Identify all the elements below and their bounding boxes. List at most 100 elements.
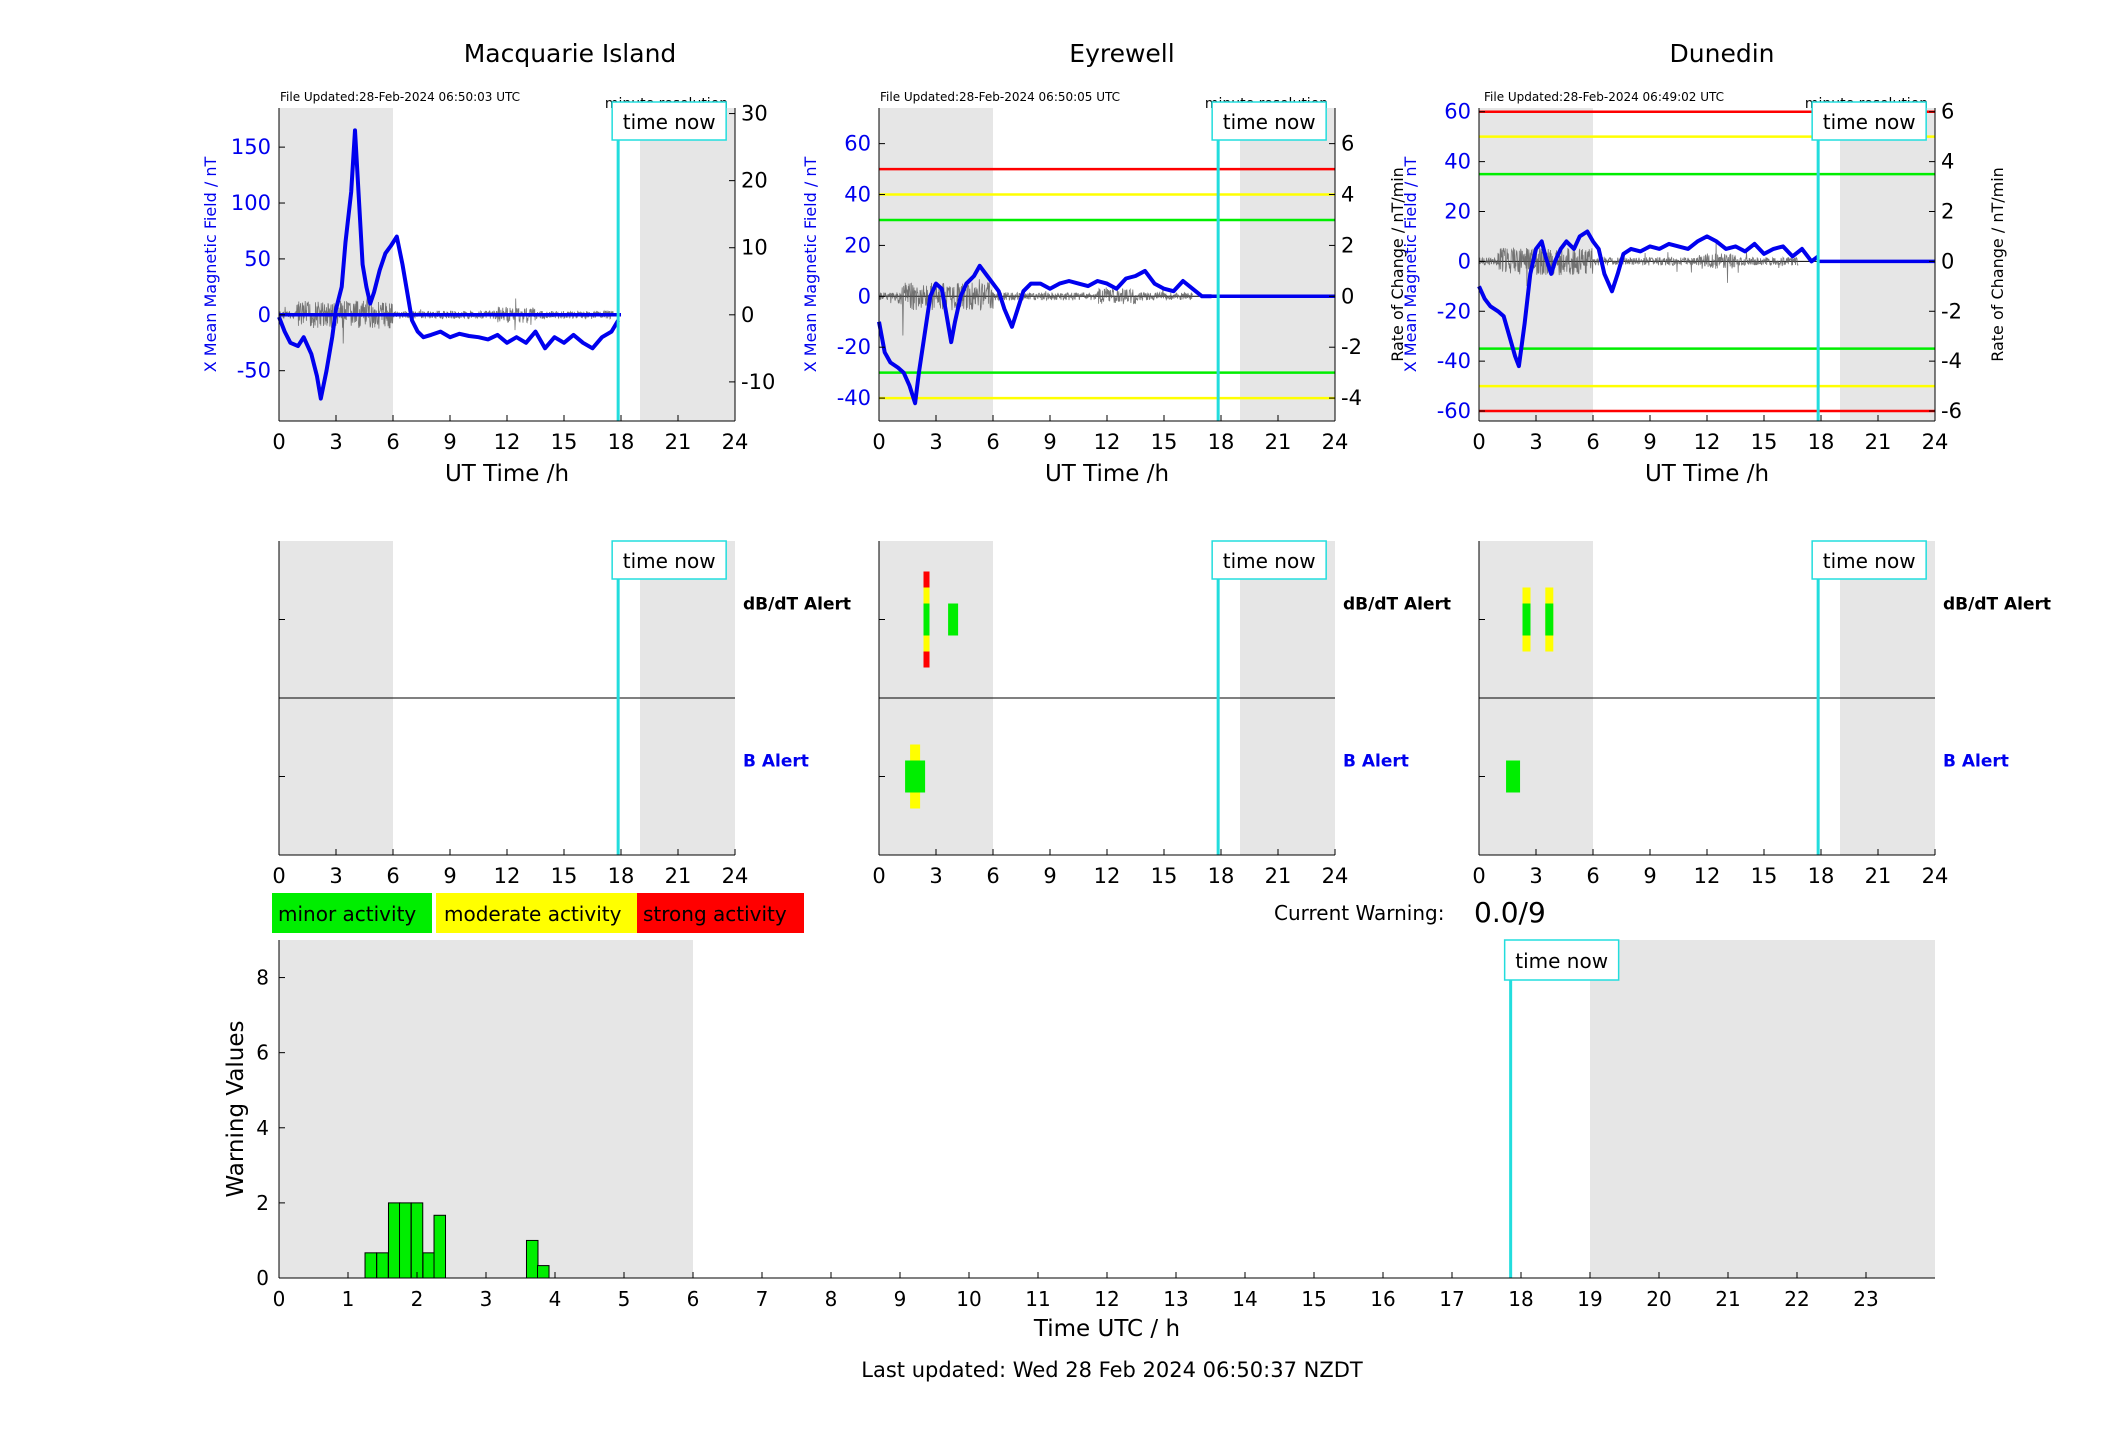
time-now-box (611, 540, 727, 580)
y-axis-label: X Mean Magnetic Field / nT (201, 157, 220, 373)
x-tick-label: 2 (411, 1287, 424, 1311)
dbdt-alert-mark (1545, 603, 1554, 636)
x-tick-label: 24 (722, 430, 749, 454)
x-tick-label: 3 (1529, 430, 1542, 454)
y-tick-label: 150 (231, 135, 271, 159)
x-tick-label: 24 (722, 864, 749, 888)
y-tick-label: 40 (844, 183, 871, 207)
time-now-box (1811, 540, 1927, 580)
x-tick-label: 9 (1643, 430, 1656, 454)
x-tick-label: 9 (894, 1287, 907, 1311)
warning-bar (376, 1252, 389, 1279)
y-tick-label: -20 (1437, 299, 1471, 323)
x-tick-label: 24 (1922, 864, 1949, 888)
y2-tick-label: 6 (1941, 100, 1954, 124)
x-tick-label: 9 (1043, 430, 1056, 454)
warning-bar (433, 1214, 447, 1279)
x-tick-label: 12 (1094, 1287, 1119, 1311)
time-now-box (1503, 939, 1620, 981)
x-tick-label: 12 (1694, 864, 1721, 888)
y-tick-label: 4 (256, 1116, 269, 1140)
y-axis-label: X Mean Magnetic Field / nT (1401, 157, 1420, 373)
y2-tick-label: -6 (1941, 399, 1962, 423)
y-tick-label: 40 (1444, 150, 1471, 174)
current-warning-value: 0.0/9 (1474, 896, 1546, 929)
current-warning-label: Current Warning: (1274, 901, 1444, 925)
night-shading (1590, 940, 1935, 1278)
x-tick-label: 21 (665, 864, 692, 888)
x-tick-label: 0 (272, 430, 285, 454)
file-updated-text: File Updated:28-Feb-2024 06:49:02 UTC (1484, 90, 1724, 104)
night-shading (279, 940, 693, 1278)
dbdt-alert-mark (1522, 603, 1531, 636)
night-shading (640, 108, 735, 421)
y-tick-label: 20 (844, 233, 871, 257)
x-tick-label: 7 (756, 1287, 769, 1311)
time-now-label: time now (623, 110, 716, 134)
x-tick-label: 3 (929, 864, 942, 888)
x-tick-label: 18 (1208, 864, 1235, 888)
x-tick-label: 24 (1322, 864, 1349, 888)
time-now-label: time now (1223, 549, 1316, 573)
warning-bar (537, 1265, 550, 1279)
warning-bar (364, 1252, 378, 1279)
x-tick-label: 18 (1808, 864, 1835, 888)
x-tick-label: 6 (386, 864, 399, 888)
dbdt-alert-label: dB/dT Alert (1943, 595, 2051, 615)
x-tick-label: 17 (1439, 1287, 1464, 1311)
b-alert-label: B Alert (743, 752, 809, 772)
y2-tick-label: -2 (1341, 335, 1362, 359)
b-alert-mark (905, 760, 926, 793)
x-tick-label: 6 (386, 430, 399, 454)
x-tick-label: 21 (1865, 430, 1892, 454)
x-tick-label: 9 (1643, 864, 1656, 888)
legend-moderate: moderate activity (444, 902, 622, 926)
night-shading (879, 108, 993, 421)
x-tick-label: 22 (1784, 1287, 1809, 1311)
last-updated-text: Last updated: Wed 28 Feb 2024 06:50:37 N… (861, 1358, 1363, 1382)
x-tick-label: 15 (551, 864, 578, 888)
station-dunedin: Dunedin File Updated:28-Feb-2024 06:49:0… (1401, 39, 2051, 888)
y-tick-label: -20 (837, 335, 871, 359)
x-tick-label: 19 (1577, 1287, 1602, 1311)
x-tick-label: 12 (1694, 430, 1721, 454)
x-tick-label: 9 (443, 430, 456, 454)
x-axis-label: UT Time /h (445, 461, 569, 487)
station-eyrewell: Eyrewell File Updated:28-Feb-2024 06:50:… (801, 39, 1451, 888)
x-tick-label: 6 (986, 864, 999, 888)
y2-tick-label: 30 (741, 102, 768, 126)
y-tick-label: 0 (1458, 249, 1471, 273)
file-updated-text: File Updated:28-Feb-2024 06:50:03 UTC (280, 90, 520, 104)
y-tick-label: 50 (244, 247, 271, 271)
legend-moderate-swatch (436, 893, 639, 933)
y-tick-label: 0 (858, 284, 871, 308)
x-tick-label: 9 (443, 864, 456, 888)
x-tick-label: 3 (1529, 864, 1542, 888)
x-tick-label: 9 (1043, 864, 1056, 888)
y2-tick-label: -4 (1941, 349, 1962, 373)
x-tick-label: 21 (1865, 864, 1892, 888)
warning-bar (422, 1252, 435, 1279)
x-tick-label: 21 (1715, 1287, 1740, 1311)
y2-tick-label: 0 (1341, 284, 1354, 308)
y2-tick-label: 4 (1941, 150, 1954, 174)
legend-strong-swatch (637, 893, 804, 933)
x-tick-label: 6 (986, 430, 999, 454)
x-tick-label: 3 (329, 430, 342, 454)
b-alert-label: B Alert (1943, 752, 2009, 772)
x-tick-label: 8 (825, 1287, 838, 1311)
night-shading (1840, 108, 1935, 421)
x-tick-label: 24 (1922, 430, 1949, 454)
y2-tick-label: -2 (1941, 299, 1962, 323)
warning-bar (387, 1202, 401, 1279)
file-updated-text: File Updated:28-Feb-2024 06:50:05 UTC (880, 90, 1120, 104)
x-tick-label: 16 (1370, 1287, 1395, 1311)
y2-tick-label: 2 (1941, 200, 1954, 224)
x-tick-label: 12 (494, 430, 521, 454)
x-tick-label: 0 (273, 1287, 286, 1311)
y-tick-label: 0 (256, 1266, 269, 1290)
x-axis-label: Time UTC / h (1033, 1316, 1180, 1342)
x-axis-label: UT Time /h (1045, 461, 1169, 487)
rate-of-change-series (878, 279, 1193, 336)
